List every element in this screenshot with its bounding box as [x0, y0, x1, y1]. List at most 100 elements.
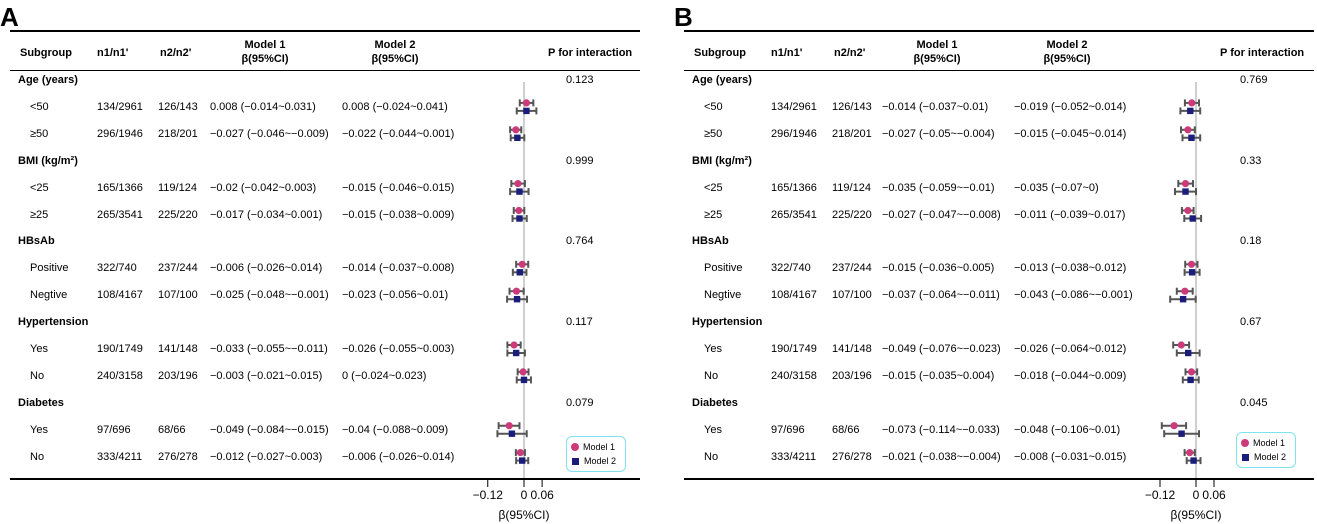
model2-estimate: −0.019 (−0.052~0.014) — [1014, 100, 1127, 113]
model2-point — [516, 215, 523, 222]
model1-point — [1184, 126, 1192, 134]
model2-estimate: −0.015 (−0.038~0.009) — [342, 208, 455, 221]
n1-value: 265/3541 — [97, 208, 143, 221]
x-tick-label: 0.06 — [530, 488, 554, 502]
model2-estimate: −0.011 (−0.039~0.017) — [1014, 208, 1126, 221]
subgroup-label: Negtive — [30, 289, 68, 302]
forest-plot: −0.12 0 0.06 — [1145, 82, 1226, 502]
n2-value: 107/100 — [832, 289, 872, 302]
model2-point — [1189, 215, 1196, 222]
model2-estimate: −0.048 (−0.106~0.01) — [1014, 423, 1121, 436]
model2-point — [514, 134, 521, 141]
n1-value: 322/740 — [97, 262, 137, 275]
header-n2: n2/n2' — [160, 47, 192, 59]
n1-value: 240/3158 — [771, 369, 817, 382]
model2-point — [1178, 430, 1185, 437]
model2-estimate: 0 (−0.024~0.023) — [342, 369, 427, 382]
n2-value: 119/124 — [832, 181, 871, 194]
model2-estimate: −0.04 (−0.088~0.009) — [342, 423, 449, 436]
n2-value: 237/244 — [158, 262, 198, 275]
header-model2-beta: β(95%CI) — [1043, 53, 1091, 65]
legend-label-model2: Model 2 — [1254, 452, 1287, 462]
legend-item-model1: Model 1 — [571, 442, 615, 453]
model1-estimate: −0.027 (−0.046~−0.009) — [210, 127, 329, 140]
model2-point — [1182, 188, 1189, 195]
model1-estimate: −0.037 (−0.064~−0.011) — [882, 289, 1000, 302]
legend: Model 1 Model 2 — [566, 436, 626, 472]
header-n1: n1/n1' — [771, 47, 803, 59]
subgroup-heading: BMI (kg/m²) — [18, 154, 78, 167]
subgroup-heading: Diabetes — [692, 396, 738, 409]
table-top-rule — [684, 30, 1314, 32]
model1-estimate: −0.025 (−0.048~−0.001) — [210, 289, 329, 302]
header-model1-beta: β(95%CI) — [241, 53, 289, 65]
subgroup-label: Negtive — [704, 289, 742, 302]
model1-point — [1187, 368, 1196, 376]
model2-point — [1190, 457, 1197, 464]
model1-estimate: −0.033 (−0.055~−0.011) — [210, 343, 328, 355]
model2-point — [516, 188, 523, 195]
header-model2: Model 2 β(95%CI) — [355, 38, 435, 66]
x-tick-label: −0.12 — [1145, 488, 1176, 502]
header-model1-beta: β(95%CI) — [913, 53, 961, 65]
n1-value: 240/3158 — [97, 369, 143, 382]
model2-estimate: −0.006 (−0.026~0.014) — [342, 450, 455, 463]
model1-point — [510, 341, 518, 349]
model1-estimate: −0.015 (−0.036~0.005) — [882, 262, 995, 275]
model1-point — [512, 126, 520, 134]
model1-point — [1177, 341, 1185, 349]
forest-panel-b: B Subgroup n1/n1' n2/n2' Model 1 β(95%CI)… — [674, 0, 1314, 524]
model1-estimate: −0.015 (−0.035~0.004) — [882, 369, 995, 382]
header-rule — [10, 70, 640, 71]
subgroup-label: <25 — [30, 181, 49, 194]
n2-value: 225/220 — [158, 208, 198, 221]
model1-estimate: −0.049 (−0.076~−0.023) — [882, 343, 1001, 355]
n1-value: 108/4167 — [97, 289, 143, 302]
n2-value: 126/143 — [832, 100, 872, 113]
p-interaction-value: 0.769 — [1240, 74, 1268, 86]
legend-label-model1: Model 1 — [583, 442, 616, 452]
header-model1-name: Model 1 — [244, 39, 286, 51]
model1-estimate: −0.035 (−0.059~−0.01) — [882, 181, 995, 194]
subgroup-heading: BMI (kg/m²) — [692, 154, 752, 167]
subgroup-heading: HBsAb — [692, 235, 729, 248]
model2-estimate: −0.026 (−0.064~0.012) — [1014, 343, 1127, 355]
model2-estimate: −0.026 (−0.055~0.003) — [342, 343, 455, 355]
subgroup-heading: Hypertension — [18, 316, 89, 329]
subgroup-label: Positive — [704, 262, 743, 275]
model2-estimate: −0.014 (−0.037~0.008) — [342, 262, 455, 275]
model2-point — [518, 457, 526, 464]
p-interaction-value: 0.079 — [566, 396, 594, 409]
model1-point — [1181, 287, 1189, 295]
model2-point — [508, 430, 516, 437]
legend: Model 1 Model 2 — [1236, 432, 1296, 468]
model1-point — [1181, 180, 1190, 188]
model1-point — [512, 287, 521, 295]
n1-value: 296/1946 — [97, 127, 143, 140]
forest-plot: −0.12 0 0.06 — [473, 82, 554, 502]
p-interaction-value: 0.764 — [566, 235, 594, 248]
model2-estimate: −0.022 (−0.044~0.001) — [342, 127, 455, 140]
header-n2: n2/n2' — [834, 47, 866, 59]
forest-panel-a: A Subgroup n1/n1' n2/n2' Model 1 β(95%CI)… — [0, 0, 640, 524]
n1-value: 134/2961 — [771, 100, 817, 113]
model1-point — [1186, 449, 1194, 457]
subgroup-label: No — [30, 450, 45, 463]
header-model2-name: Model 2 — [1046, 39, 1088, 51]
n2-value: 237/244 — [832, 262, 872, 275]
n1-value: 97/696 — [771, 423, 805, 436]
n2-value: 276/278 — [158, 450, 198, 463]
p-interaction-value: 0.18 — [1240, 235, 1262, 248]
model2-estimate: −0.008 (−0.031~0.015) — [1014, 450, 1127, 463]
model2-point — [1188, 134, 1195, 141]
subgroup-label: No — [704, 450, 719, 463]
n1-value: 134/2961 — [97, 100, 143, 113]
model1-estimate: −0.017 (−0.034~0.001) — [210, 208, 323, 221]
model2-point — [520, 376, 528, 384]
panel-label: B — [674, 2, 693, 32]
header-model1: Model 1 β(95%CI) — [225, 38, 305, 66]
subgroup-label: Yes — [704, 343, 722, 355]
model2-estimate: −0.043 (−0.086~−0.001) — [1014, 289, 1133, 302]
header-p-interaction: P for interaction — [1220, 47, 1305, 59]
n1-value: 265/3541 — [771, 208, 817, 221]
